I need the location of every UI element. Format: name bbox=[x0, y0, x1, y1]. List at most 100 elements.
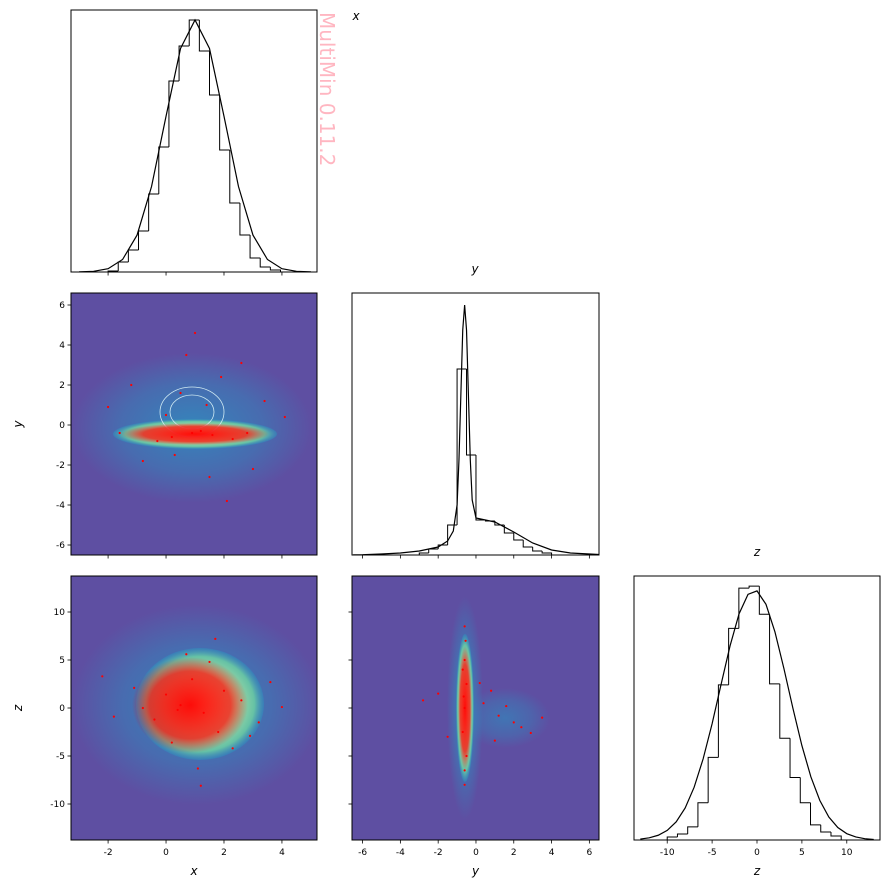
hist-bar bbox=[259, 258, 271, 268]
y-tick-label: -6 bbox=[56, 541, 65, 551]
hist-bar bbox=[758, 586, 770, 615]
point bbox=[199, 429, 202, 433]
hist-bar bbox=[428, 548, 439, 553]
hist-bar bbox=[697, 802, 709, 827]
x-tick-label: 2 bbox=[221, 848, 227, 858]
y-tick-label: 0 bbox=[59, 421, 65, 431]
point bbox=[463, 706, 466, 710]
point bbox=[214, 637, 217, 640]
density-curve bbox=[353, 304, 599, 556]
hist-bar bbox=[717, 684, 729, 758]
point bbox=[461, 668, 464, 671]
point bbox=[505, 704, 508, 708]
density-curve bbox=[79, 18, 311, 273]
y-tick-label: -10 bbox=[50, 800, 65, 810]
x-tick-label: 5 bbox=[799, 848, 805, 858]
point bbox=[153, 718, 156, 721]
x-tick-label: 0 bbox=[473, 848, 479, 858]
watermark: MultiMin 0.11.2 bbox=[315, 12, 339, 166]
point bbox=[199, 784, 202, 787]
point bbox=[529, 731, 532, 735]
point bbox=[463, 783, 466, 786]
point bbox=[240, 361, 243, 365]
point bbox=[263, 399, 266, 403]
y-axis-label: z bbox=[11, 704, 25, 712]
point bbox=[118, 431, 121, 435]
point bbox=[141, 706, 144, 710]
point bbox=[497, 714, 500, 717]
point bbox=[222, 689, 226, 692]
point bbox=[520, 726, 523, 729]
x-tick-label: -4 bbox=[396, 848, 405, 858]
hist-bar bbox=[513, 533, 524, 541]
point bbox=[461, 730, 464, 734]
axes-frame bbox=[70, 9, 318, 273]
hist-bar bbox=[748, 585, 760, 589]
point bbox=[478, 681, 481, 685]
point bbox=[219, 375, 223, 379]
x-tick-label: -6 bbox=[358, 848, 367, 858]
axes-frame bbox=[633, 575, 881, 841]
point bbox=[464, 639, 467, 642]
point bbox=[208, 475, 211, 479]
point bbox=[257, 721, 260, 724]
point bbox=[179, 704, 182, 707]
x-tick-label: 6 bbox=[586, 848, 592, 858]
hist-bar bbox=[779, 683, 791, 739]
point bbox=[208, 660, 211, 664]
point bbox=[463, 658, 466, 662]
x-tick-label: -2 bbox=[434, 848, 443, 858]
hist-bar bbox=[178, 45, 190, 81]
point bbox=[156, 439, 159, 443]
hist-bar bbox=[666, 836, 678, 840]
hist-bar bbox=[830, 831, 842, 840]
point bbox=[164, 413, 168, 417]
x-tick-label: 4 bbox=[279, 848, 285, 858]
point bbox=[133, 686, 136, 689]
hist-bar bbox=[789, 738, 801, 779]
point bbox=[541, 716, 544, 719]
point bbox=[493, 739, 496, 742]
point bbox=[205, 403, 208, 407]
point bbox=[170, 741, 173, 744]
point bbox=[462, 695, 465, 698]
x-tick-label: -2 bbox=[104, 848, 113, 858]
point bbox=[489, 689, 493, 692]
point bbox=[463, 769, 466, 772]
x-tick-label: 10 bbox=[841, 848, 853, 858]
point bbox=[280, 705, 284, 709]
density-curve bbox=[640, 590, 874, 841]
hist-bar bbox=[148, 193, 159, 231]
y-tick-label: 4 bbox=[59, 341, 65, 351]
y-tick-label: 6 bbox=[59, 301, 65, 311]
point bbox=[176, 708, 179, 712]
point bbox=[240, 699, 243, 702]
hist-bar bbox=[522, 540, 533, 548]
hist-bar bbox=[475, 455, 486, 521]
hist-bar bbox=[456, 368, 467, 525]
y-tick-label: -5 bbox=[56, 752, 65, 762]
y-axis-label: y bbox=[11, 420, 25, 429]
point bbox=[191, 678, 194, 681]
hist-bar bbox=[707, 756, 719, 803]
panel-title: y bbox=[470, 262, 479, 276]
point bbox=[185, 353, 188, 357]
x-tick-label: -5 bbox=[708, 848, 717, 858]
x-axis-label: z bbox=[753, 864, 761, 878]
x-tick-label: -10 bbox=[660, 848, 675, 858]
hist-bar bbox=[769, 614, 780, 685]
hist-bar bbox=[799, 777, 811, 804]
hist-bar bbox=[820, 824, 831, 833]
x-tick-label: 4 bbox=[549, 848, 555, 858]
hist-bar bbox=[687, 826, 698, 834]
foreground: x -6 -4 -2 0 2 4 6 y y -2 0 2 4 -10 -5 0 5 10 x z -6 -4 -2 0 2 4 6 y… bbox=[11, 9, 881, 878]
point bbox=[196, 767, 200, 770]
axes-frame bbox=[70, 292, 318, 556]
hist-bar bbox=[198, 20, 210, 52]
hist-bar bbox=[447, 524, 458, 545]
point bbox=[269, 680, 272, 684]
hist-bar bbox=[269, 267, 281, 272]
point bbox=[482, 702, 485, 705]
y-tick-label: 10 bbox=[54, 608, 66, 618]
